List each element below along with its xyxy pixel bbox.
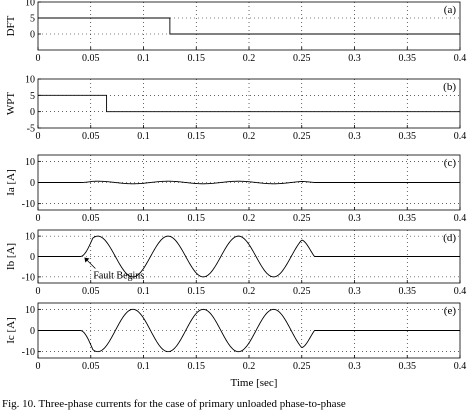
x-axis-label: Time [sec] <box>231 377 278 389</box>
x-tick-label: 0.2 <box>243 361 256 372</box>
y-tick-label: 0 <box>30 252 35 263</box>
y-tick-label: 10 <box>25 305 35 316</box>
annotation-arrowhead <box>84 257 90 263</box>
y-tick-label: 10 <box>25 232 35 243</box>
x-tick-label: 0.1 <box>137 361 150 372</box>
x-tick-label: 0.25 <box>293 131 311 142</box>
x-tick-label: 0 <box>36 131 41 142</box>
x-tick-label: 0.05 <box>82 213 100 224</box>
x-tick-label: 0.35 <box>399 53 417 64</box>
x-tick-label: 0.25 <box>293 361 311 372</box>
x-tick-label: 0.3 <box>348 213 361 224</box>
panels: 0 0.05 0.1 0.15 0.2 0.25 0.3 0.35 0.40510DFT(a)0… <box>5 0 466 372</box>
y-axis-label: Ic [A] <box>5 317 17 344</box>
y-tick-label: -10 <box>22 347 35 358</box>
x-tick-label: 0.4 <box>454 131 467 142</box>
x-tick-label: 0.2 <box>243 213 256 224</box>
y-tick-label: 0 <box>30 30 35 41</box>
x-tick-label: 0.15 <box>188 131 206 142</box>
panel-tag: (a) <box>444 4 457 16</box>
x-tick-label: 0.15 <box>188 361 206 372</box>
y-tick-label: 10 <box>25 0 35 9</box>
x-tick-label: 0.35 <box>399 286 417 297</box>
x-tick-label: 0.2 <box>243 131 256 142</box>
y-axis-label: Ib [A] <box>5 243 17 270</box>
figure-caption: Fig. 10. Three-phase currents for the ca… <box>2 398 346 410</box>
x-tick-label: 0.3 <box>348 131 361 142</box>
x-tick-label: 0 <box>36 53 41 64</box>
panel-tag: (e) <box>444 305 457 317</box>
series-line <box>38 94 460 113</box>
y-tick-label: 0 <box>30 178 35 189</box>
x-tick-label: 0 <box>36 361 41 372</box>
x-tick-label: 0.4 <box>454 53 467 64</box>
y-tick-label: 0 <box>30 326 35 337</box>
x-tick-label: 0.05 <box>82 131 100 142</box>
x-tick-label: 0.25 <box>293 213 311 224</box>
y-axis-label: WPT <box>5 92 17 116</box>
y-tick-label: 0 <box>30 107 35 118</box>
x-tick-label: 0.15 <box>188 53 206 64</box>
y-tick-label: 5 <box>30 14 35 25</box>
x-tick-label: 0.4 <box>454 213 467 224</box>
x-tick-label: 0.25 <box>293 286 311 297</box>
x-tick-label: 0.2 <box>243 286 256 297</box>
x-tick-label: 0.1 <box>137 213 150 224</box>
x-tick-label: 0.1 <box>137 131 150 142</box>
y-axis-label: Ia [A] <box>5 169 17 196</box>
x-tick-label: 0.3 <box>348 361 361 372</box>
x-tick-label: 0.05 <box>82 361 100 372</box>
x-tick-label: 0 <box>36 213 41 224</box>
x-tick-label: 0.4 <box>454 361 467 372</box>
x-tick-label: 0.3 <box>348 53 361 64</box>
panel-tag: (c) <box>444 157 457 169</box>
series-line <box>38 308 460 353</box>
annotation-text: Fault Begins <box>93 271 144 282</box>
panel-a: 0 0.05 0.1 0.15 0.2 0.25 0.3 0.35 0.4 0 5 10 DFT (a) <box>5 0 466 64</box>
x-tick-label: 0.4 <box>454 286 467 297</box>
y-axis-label: DFT <box>5 15 17 36</box>
series-line <box>38 235 460 278</box>
panel-tag: (b) <box>443 81 456 93</box>
panel-b: 0 0.05 0.1 0.15 0.2 0.25 0.3 0.35 0.4-50510WPT(b… <box>5 75 466 143</box>
y-tick-label: -10 <box>22 272 35 283</box>
panel-tag: (d) <box>443 232 456 244</box>
x-tick-label: 0.25 <box>293 53 311 64</box>
series-line <box>38 180 460 185</box>
x-tick-label: 0.05 <box>82 286 100 297</box>
x-tick-label: 0.35 <box>399 131 417 142</box>
x-tick-label: 0 <box>36 286 41 297</box>
x-tick-label: 0.05 <box>82 53 100 64</box>
y-tick-label: 5 <box>30 91 35 102</box>
x-tick-label: 0.1 <box>137 286 150 297</box>
x-tick-label: 0.1 <box>137 53 150 64</box>
x-tick-label: 0.15 <box>188 286 206 297</box>
x-tick-label: 0.2 <box>243 53 256 64</box>
series-line <box>38 17 460 35</box>
y-tick-label: 10 <box>25 75 35 86</box>
y-tick-label: 10 <box>25 157 35 168</box>
x-tick-label: 0.15 <box>188 213 206 224</box>
x-tick-label: 0.35 <box>399 213 417 224</box>
x-tick-label: 0.35 <box>399 361 417 372</box>
y-tick-label: -10 <box>22 199 35 210</box>
x-tick-label: 0.3 <box>348 286 361 297</box>
y-tick-label: -5 <box>27 124 35 135</box>
